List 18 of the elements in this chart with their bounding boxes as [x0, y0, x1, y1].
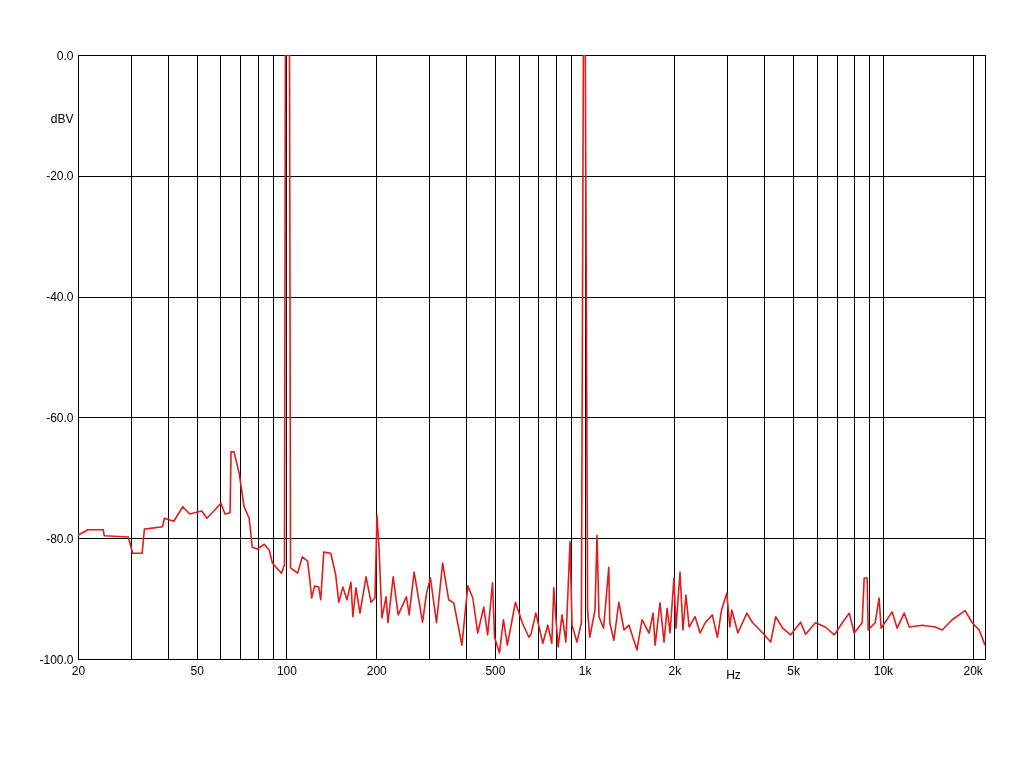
x-tick-label: 100: [276, 663, 298, 678]
x-tick-label: 2k: [668, 663, 683, 678]
x-tick-label: 10k: [873, 663, 895, 678]
x-tick-label: 50: [190, 663, 205, 678]
y-tick-label: 0.0: [56, 48, 74, 63]
x-tick-label: 20: [71, 663, 86, 678]
x-tick-label: 1k: [578, 663, 593, 678]
y-tick-label: -40.0: [46, 290, 74, 305]
y-tick-label: -60.0: [46, 410, 74, 425]
y-axis-title: dBV: [50, 111, 74, 126]
x-tick-label: 5k: [787, 663, 801, 678]
y-tick-label: -100.0: [39, 652, 74, 667]
x-axis-title: Hz: [726, 667, 741, 682]
x-tick-label: 500: [485, 663, 506, 678]
y-tick-label: -20.0: [46, 169, 74, 184]
y-tick-label: -80.0: [46, 531, 74, 546]
x-tick-label: 20k: [963, 663, 984, 678]
x-tick-label: 200: [366, 663, 388, 678]
